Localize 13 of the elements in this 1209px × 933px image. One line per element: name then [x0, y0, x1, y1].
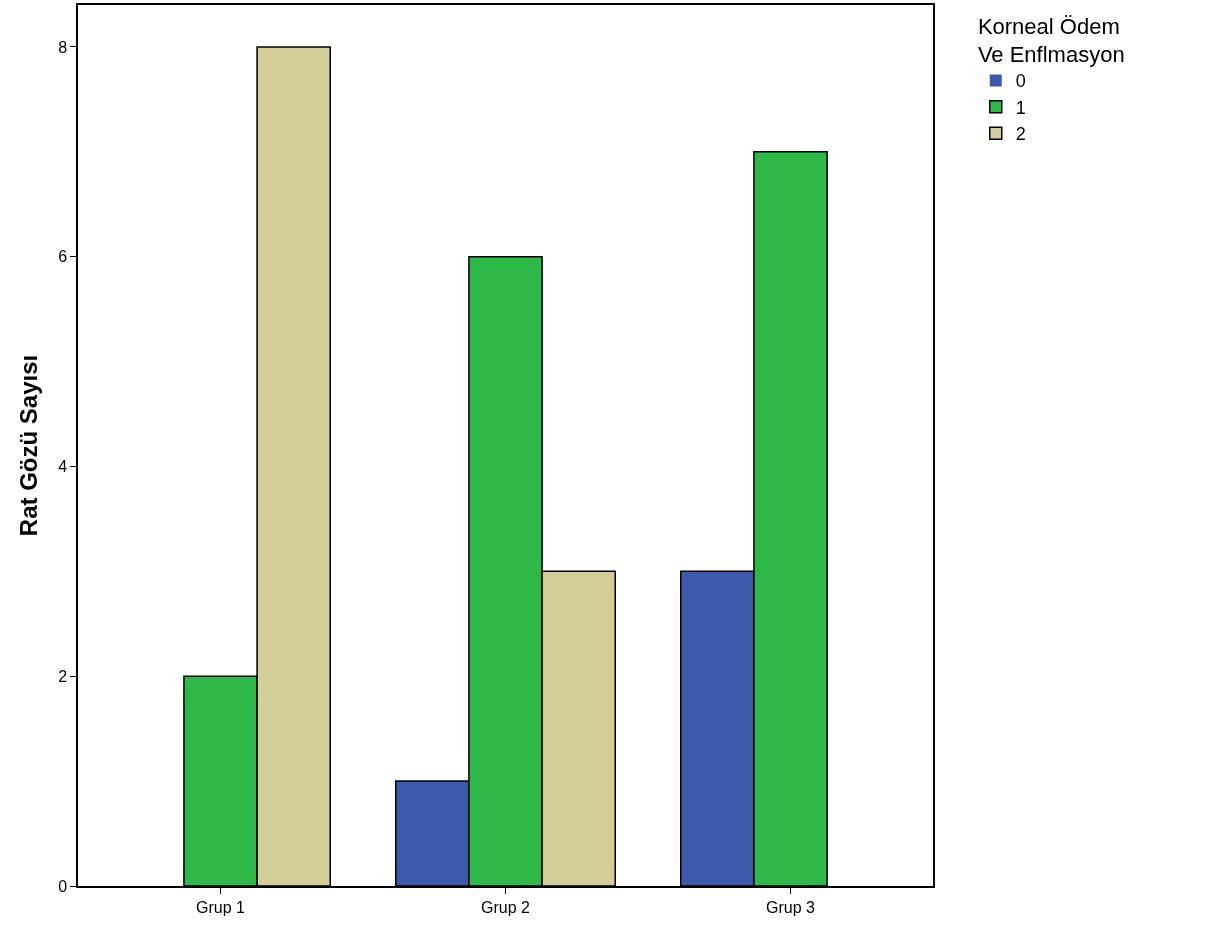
y-tick-label: 4 [58, 458, 68, 476]
legend-label: 1 [1015, 97, 1026, 118]
legend-label: 0 [1015, 71, 1026, 92]
y-tick-label: 2 [58, 667, 68, 685]
x-tick-label: Grup 1 [196, 898, 246, 916]
y-tick-label: 8 [58, 38, 68, 56]
x-tick-label: Grup 3 [766, 898, 816, 916]
y-tick-label: 6 [58, 248, 68, 266]
legend-label: 2 [1015, 124, 1026, 145]
legend-title: Korneal Ödem Ve Enflmasyon [977, 13, 1125, 68]
y-tick-label: 0 [58, 877, 68, 895]
x-tick-label: Grup 2 [481, 898, 531, 916]
y-axis-title: Rat Gözü Sayısı [14, 354, 42, 537]
